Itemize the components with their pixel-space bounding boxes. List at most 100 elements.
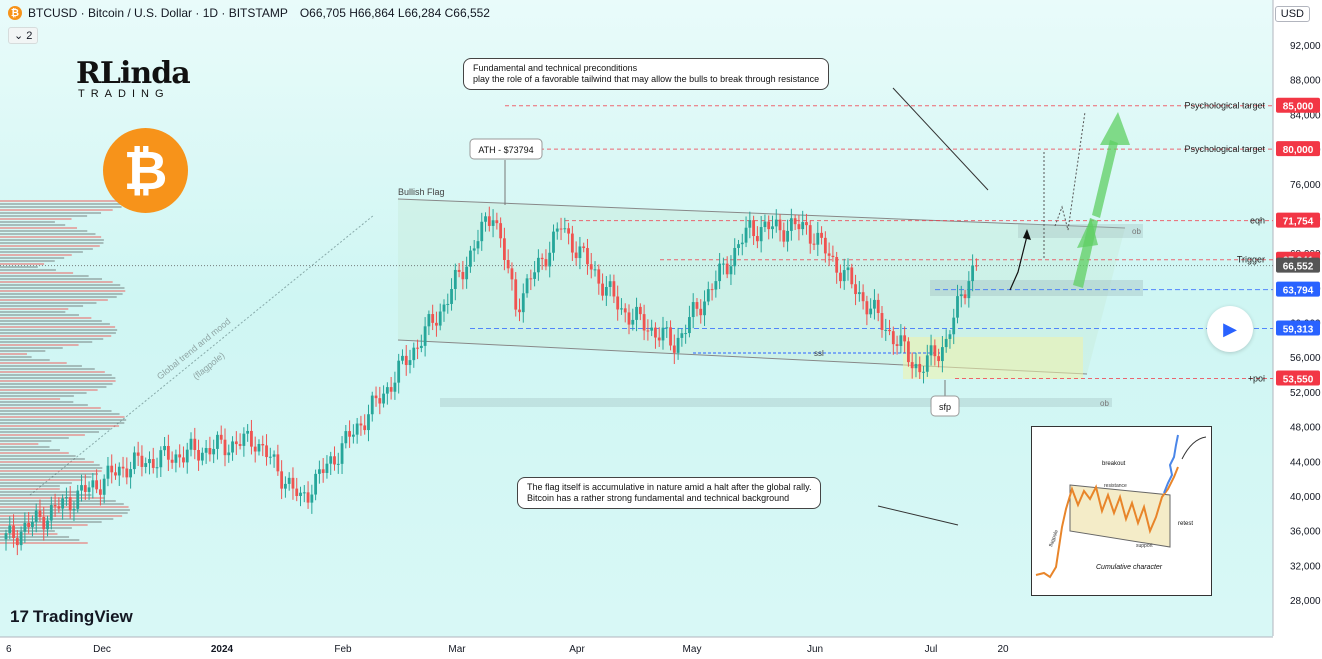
volume-profile-bar <box>0 227 78 229</box>
candle-body <box>114 472 117 476</box>
candle-body <box>306 492 310 503</box>
green-arrowhead <box>1077 218 1098 248</box>
candle-body <box>570 233 574 253</box>
candle-body <box>208 448 212 455</box>
volume-profile-bar <box>0 416 125 418</box>
volume-profile-bar <box>0 461 94 463</box>
candle-body <box>944 338 948 348</box>
candle-body <box>174 454 178 463</box>
candle-body <box>733 247 737 267</box>
volume-profile-bar <box>0 437 69 439</box>
candle-body <box>344 431 348 444</box>
candle-body <box>98 489 102 495</box>
price-level-note: +poi <box>1248 373 1265 383</box>
candle-body <box>854 284 857 295</box>
currency-button[interactable]: USD <box>1274 6 1310 22</box>
x-tick-label: Feb <box>334 644 352 655</box>
indicators-toggle[interactable]: ⌄ 2 <box>8 27 39 44</box>
volume-profile-bar <box>0 278 102 280</box>
volume-profile-bar <box>0 299 108 301</box>
volume-profile-bar <box>0 458 85 460</box>
candle-body <box>268 456 272 458</box>
y-tick-label: 44,000 <box>1290 457 1321 468</box>
inset-retest-label: retest <box>1178 521 1193 527</box>
price-label-text: 66,552 <box>1283 262 1314 273</box>
inset-flagpole-label: flagpole <box>1048 529 1060 548</box>
price-level-note: Psychological target <box>1184 101 1265 111</box>
candle-body <box>382 393 385 404</box>
candle-body <box>510 268 514 280</box>
volume-profile-bar <box>0 275 89 277</box>
candle-body <box>925 355 929 372</box>
symbol-header[interactable]: ₿ BTCUSD · Bitcoin / U.S. Dollar · 1D · … <box>8 6 490 20</box>
y-tick-label: 32,000 <box>1290 561 1321 572</box>
volume-profile-bar <box>0 218 72 220</box>
volume-profile-bar <box>0 281 113 283</box>
volume-profile-bar <box>0 443 39 445</box>
candle-body <box>159 450 163 468</box>
candle-body <box>193 438 197 451</box>
candle-body <box>276 454 280 472</box>
volume-profile-bar <box>0 518 114 520</box>
volume-profile-bar <box>0 431 99 433</box>
flagpole-sublabel: (flagpole) <box>191 350 226 381</box>
candle-body <box>31 521 34 528</box>
candle-body <box>76 490 80 509</box>
candle-body <box>518 309 521 313</box>
candle-body <box>627 312 631 325</box>
candle-body <box>857 292 861 295</box>
play-button[interactable]: ▶ <box>1207 306 1253 352</box>
price-level-note: Trigger <box>1237 255 1265 265</box>
volume-profile-bar <box>0 374 112 376</box>
volume-profile-bar <box>0 371 105 373</box>
candle-body <box>963 294 967 299</box>
candle-body <box>136 452 140 456</box>
candle-body <box>714 281 718 290</box>
candle-body <box>880 313 884 330</box>
volume-profile-bar <box>0 449 60 451</box>
candle-body <box>503 238 506 260</box>
volume-profile-bar <box>0 203 128 205</box>
volume-profile-bar <box>0 344 79 346</box>
candle-body <box>839 272 842 282</box>
candle-body <box>956 296 959 318</box>
candle-body <box>888 329 891 332</box>
price-level-note: Psychological target <box>1184 144 1265 154</box>
projection-dotted <box>1054 111 1086 231</box>
volume-profile-bar <box>0 260 55 262</box>
candle-body <box>216 434 219 449</box>
candle-body <box>23 522 27 532</box>
candle-body <box>820 232 823 238</box>
candle-body <box>948 334 952 339</box>
candle-body <box>465 266 469 280</box>
candle-body <box>95 480 99 490</box>
candle-body <box>355 423 359 435</box>
candle-body <box>46 520 49 530</box>
candle-body <box>740 242 744 245</box>
candle-body <box>204 448 208 453</box>
candle-body <box>533 272 537 279</box>
candle-body <box>676 337 680 353</box>
candle-body <box>200 452 204 461</box>
candle-body <box>869 308 873 315</box>
candle-body <box>72 508 76 511</box>
author-logo-subtitle: TRADING <box>78 88 170 100</box>
candle-body <box>57 506 61 509</box>
y-tick-label: 36,000 <box>1290 527 1321 538</box>
candle-body <box>144 463 148 467</box>
volume-profile-bar <box>0 209 113 211</box>
callout-fundamentals-line1: Fundamental and technical preconditions <box>473 63 638 73</box>
candle-body <box>397 360 401 383</box>
candle-body <box>642 314 646 331</box>
volume-profile-bar <box>0 206 122 208</box>
volume-profile-bar <box>0 212 102 214</box>
volume-profile-bar <box>0 440 52 442</box>
volume-profile-bar <box>0 347 63 349</box>
price-label-box <box>1276 97 1320 113</box>
volume-profile-bar <box>0 308 69 310</box>
volume-profile-bar <box>0 395 74 397</box>
volume-profile-bar <box>0 407 101 409</box>
y-tick-label: 40,000 <box>1290 492 1321 503</box>
